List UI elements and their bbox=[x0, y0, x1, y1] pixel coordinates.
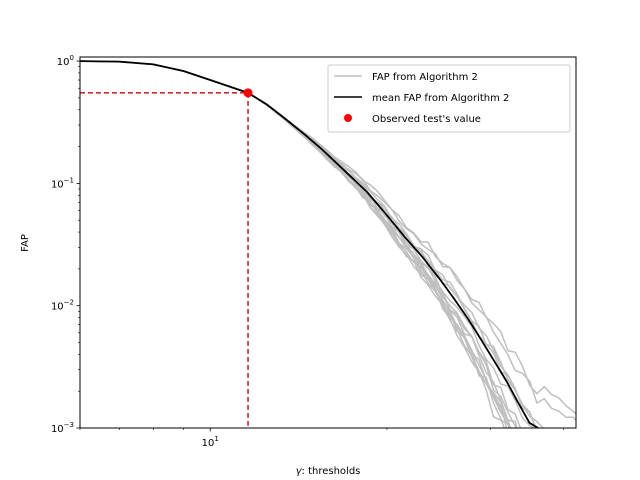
observed-value-marker bbox=[243, 88, 253, 98]
plot-frame bbox=[79, 56, 577, 429]
y-tick-label-0: 100 bbox=[57, 54, 74, 68]
x-axis-label: γ: thresholds bbox=[296, 466, 361, 477]
x-tick-label-0: 101 bbox=[202, 435, 219, 449]
tick-layer: 100 10−1 10−2 10−3 101 bbox=[51, 54, 564, 449]
legend: FAP from Algorithm 2 mean FAP from Algor… bbox=[327, 64, 571, 133]
x-axis-label-text: : thresholds bbox=[302, 466, 361, 477]
series-layer bbox=[80, 60, 576, 428]
legend-label-mean-fap: mean FAP from Algorithm 2 bbox=[372, 93, 509, 104]
legend-swatch-observed-marker bbox=[344, 114, 352, 122]
y-tick-label-2: 10−2 bbox=[51, 299, 74, 313]
legend-box bbox=[327, 64, 571, 133]
y-tick-label-3: 10−3 bbox=[51, 421, 74, 435]
y-axis-label: FAP bbox=[20, 234, 31, 252]
legend-label-observed: Observed test's value bbox=[372, 114, 481, 125]
guide-layer bbox=[80, 88, 253, 428]
y-tick-label-1: 10−1 bbox=[51, 176, 74, 190]
x-axis-label-symbol: γ bbox=[296, 466, 303, 477]
legend-label-fap: FAP from Algorithm 2 bbox=[372, 72, 478, 83]
mean-fap-line bbox=[80, 60, 539, 428]
